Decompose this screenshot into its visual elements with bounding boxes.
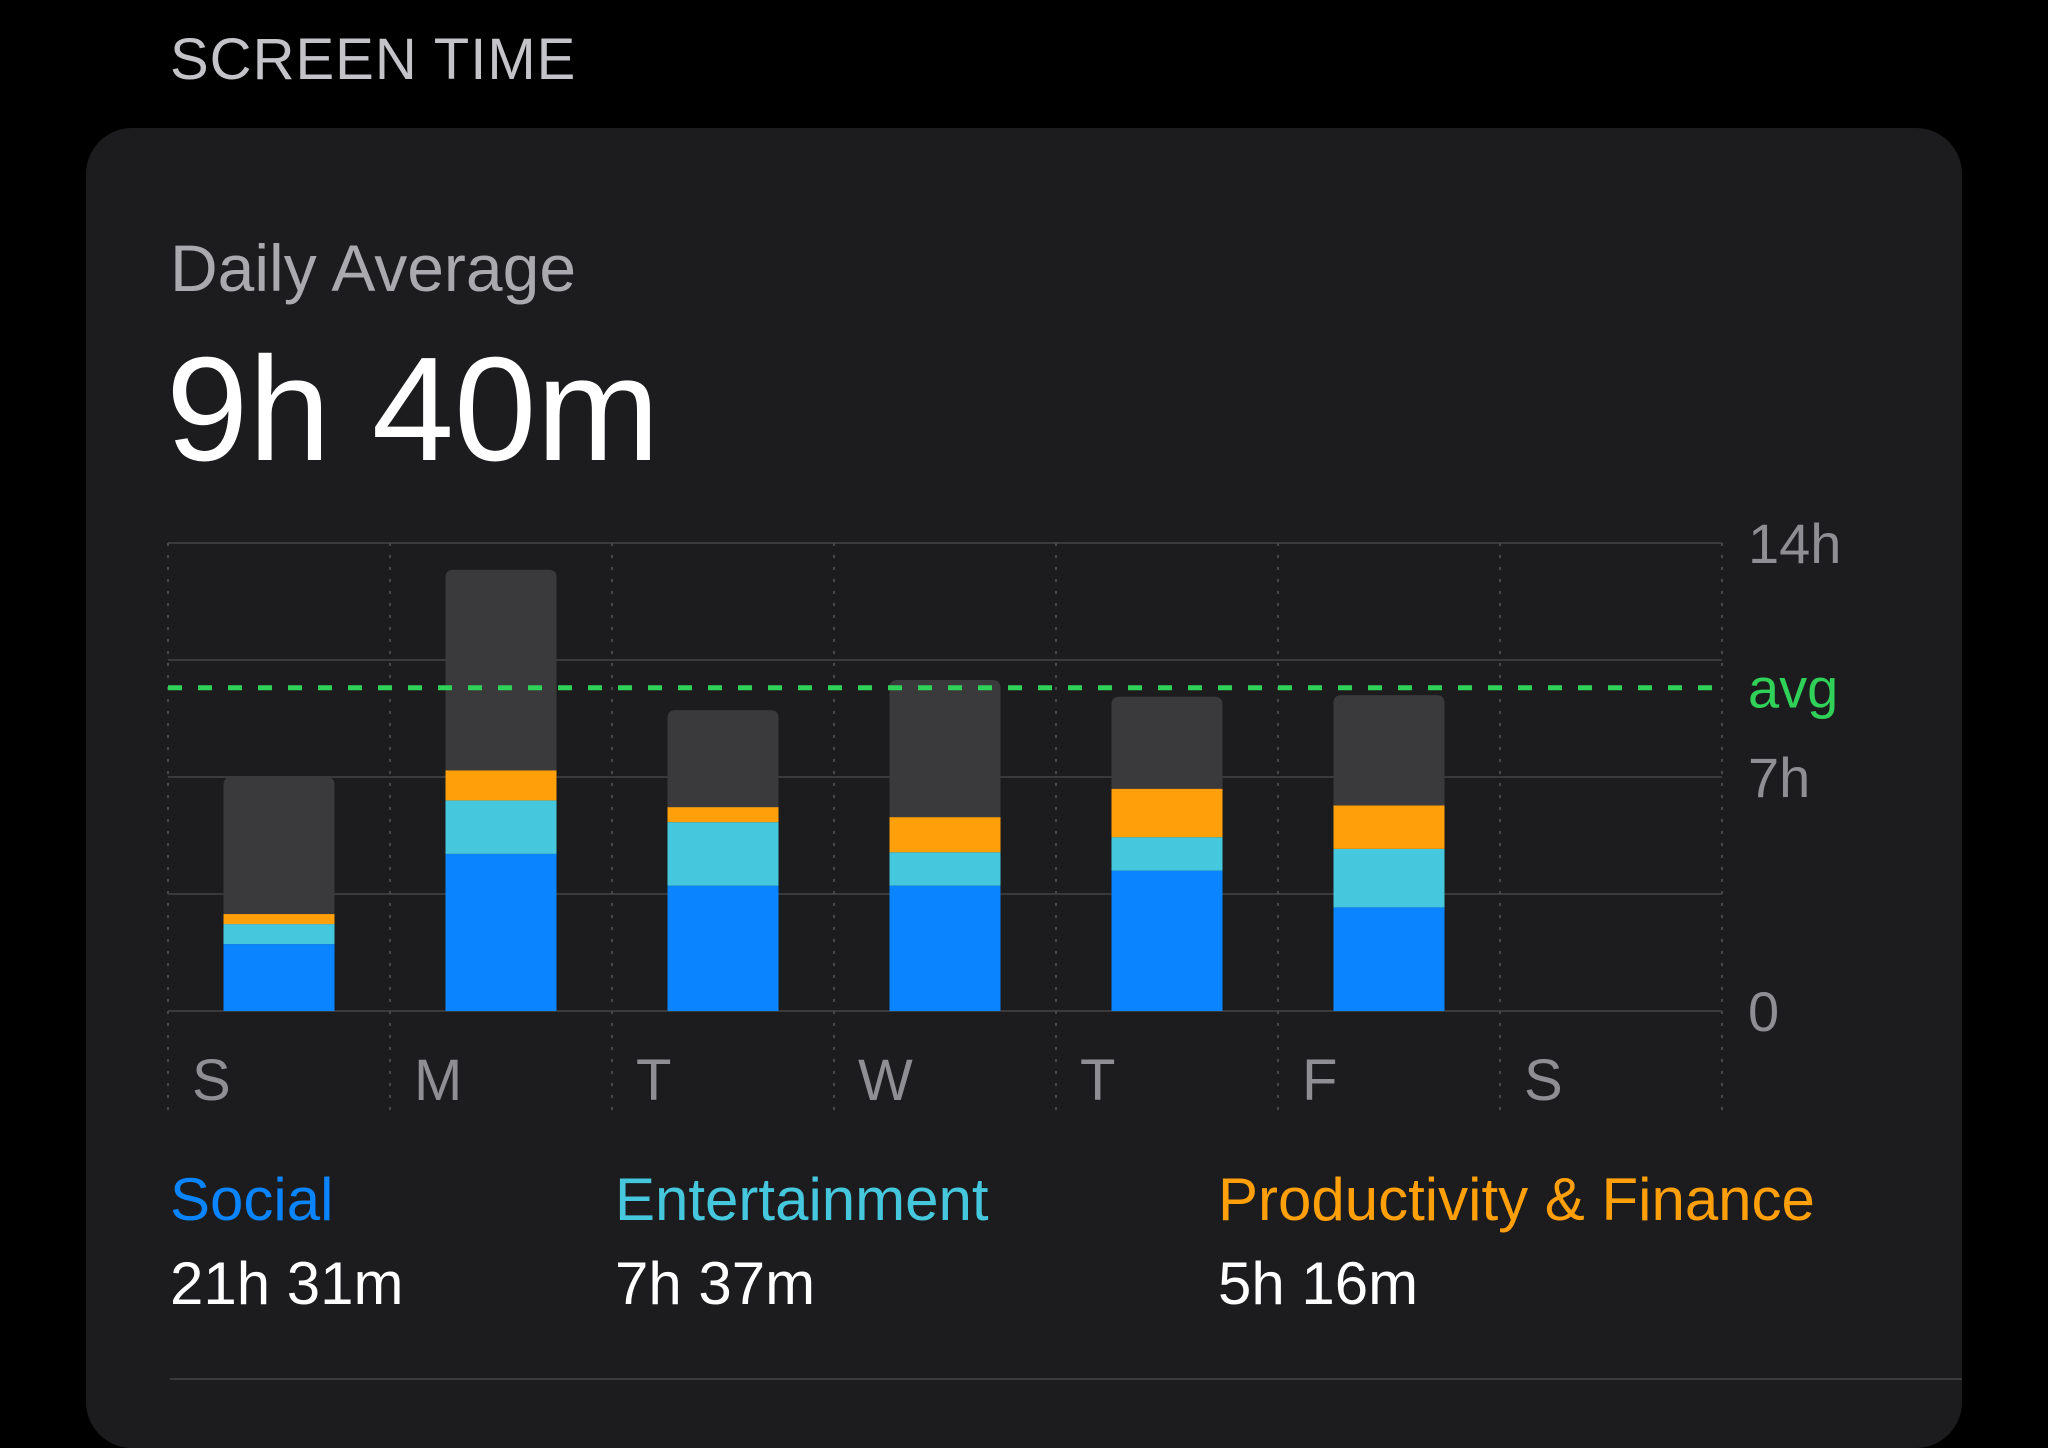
bar-entertainment xyxy=(1333,848,1445,908)
day-label: F xyxy=(1302,1048,1337,1113)
day-label: S xyxy=(192,1048,231,1113)
average-label: avg xyxy=(1748,657,1838,720)
day-label: M xyxy=(414,1048,462,1113)
screen-time-card[interactable] xyxy=(86,128,1962,1448)
bar-other xyxy=(223,777,335,915)
bar-entertainment xyxy=(1111,837,1223,871)
daily-average-value: 9h 40m xyxy=(166,327,660,492)
bar-other xyxy=(1111,696,1223,789)
daily-average-label: Daily Average xyxy=(170,231,577,305)
weekly-usage-chart[interactable]: avg 14h 7h 0 S M T W T F S xyxy=(0,0,2048,1413)
bar-productivity-finance xyxy=(1111,788,1223,838)
legend-social-name: Social xyxy=(170,1166,334,1233)
day-label: T xyxy=(636,1048,671,1113)
bar-entertainment xyxy=(667,822,779,886)
bar-entertainment xyxy=(445,800,557,854)
bar-social xyxy=(1333,907,1445,1011)
bar-productivity-finance xyxy=(1333,805,1445,849)
bar-social xyxy=(1111,870,1223,1011)
bar-productivity-finance xyxy=(445,770,557,801)
bar-social xyxy=(223,944,335,1011)
y-tick-label: 7h xyxy=(1748,746,1810,809)
legend-productivity-finance[interactable]: Productivity & Finance 5h 16m xyxy=(1218,1165,1815,1319)
bar-productivity-finance xyxy=(223,914,335,925)
divider xyxy=(170,1378,1962,1380)
bar-entertainment xyxy=(223,924,335,945)
section-header: SCREEN TIME xyxy=(170,27,577,92)
legend-entertainment-name: Entertainment xyxy=(615,1166,989,1233)
bar-other xyxy=(445,569,557,771)
day-label: S xyxy=(1524,1048,1563,1113)
legend-entertainment[interactable]: Entertainment 7h 37m xyxy=(615,1165,989,1319)
y-tick-label: 14h xyxy=(1748,512,1841,575)
bar-productivity-finance xyxy=(889,817,1001,853)
bar-other xyxy=(1333,695,1445,806)
bar-other xyxy=(667,710,779,808)
day-label: T xyxy=(1080,1048,1115,1113)
legend-productivity-finance-name: Productivity & Finance xyxy=(1218,1166,1815,1233)
legend-entertainment-value: 7h 37m xyxy=(615,1250,816,1317)
legend-social[interactable]: Social 21h 31m xyxy=(170,1165,404,1319)
legend-productivity-finance-value: 5h 16m xyxy=(1218,1250,1419,1317)
bar-social xyxy=(667,885,779,1011)
bar-other xyxy=(889,680,1001,818)
bar-social xyxy=(445,853,557,1011)
legend-social-value: 21h 31m xyxy=(170,1250,404,1317)
bar-entertainment xyxy=(889,852,1001,886)
bar-productivity-finance xyxy=(667,807,779,823)
y-tick-label: 0 xyxy=(1748,980,1779,1043)
bar-social xyxy=(889,885,1001,1011)
day-label: W xyxy=(858,1048,913,1113)
